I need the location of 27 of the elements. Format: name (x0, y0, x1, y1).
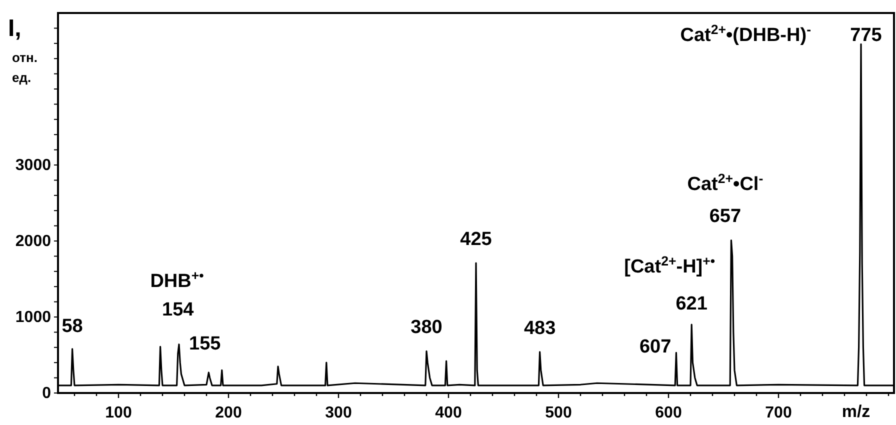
x-axis-title: m/z (842, 402, 870, 421)
annotation: 775 (850, 25, 882, 46)
annotation: 425 (460, 229, 492, 250)
x-tick-label: 700 (765, 404, 792, 422)
x-tick-label: 300 (325, 404, 352, 422)
y-tick-label: 3000 (15, 157, 52, 174)
annotation: DHB$^{+•}$ (150, 268, 204, 292)
annotation: 155 (189, 333, 222, 354)
y-axis-title: I, отн. ед. (8, 15, 38, 85)
x-tick-label: 200 (215, 404, 242, 422)
annotation: 621 (676, 294, 708, 315)
x-tick-label: 100 (105, 404, 132, 422)
annotation: [Cat$^{2+}$-H]$^{+•}$ (624, 253, 716, 278)
annotation: 483 (524, 318, 556, 339)
x-tick-label: 500 (545, 404, 572, 422)
y-tick-label: 2000 (15, 233, 52, 250)
annotation: 154 (162, 299, 194, 320)
annotation: Cat$^{2+}$•Cl$^{-}$ (687, 170, 764, 196)
annotation: 58 (62, 316, 83, 337)
annotation: 380 (410, 317, 442, 338)
y-tick-label: 1000 (15, 309, 52, 326)
annotation: Cat$^{2+}$•(DHB-H)$^{-}$ (680, 22, 811, 46)
x-tick-label: 600 (655, 404, 682, 422)
annotation: 607 (639, 336, 672, 358)
annotation: 657 (709, 206, 742, 228)
x-tick-label: 400 (435, 404, 462, 422)
y-tick-label: 0 (42, 385, 52, 402)
